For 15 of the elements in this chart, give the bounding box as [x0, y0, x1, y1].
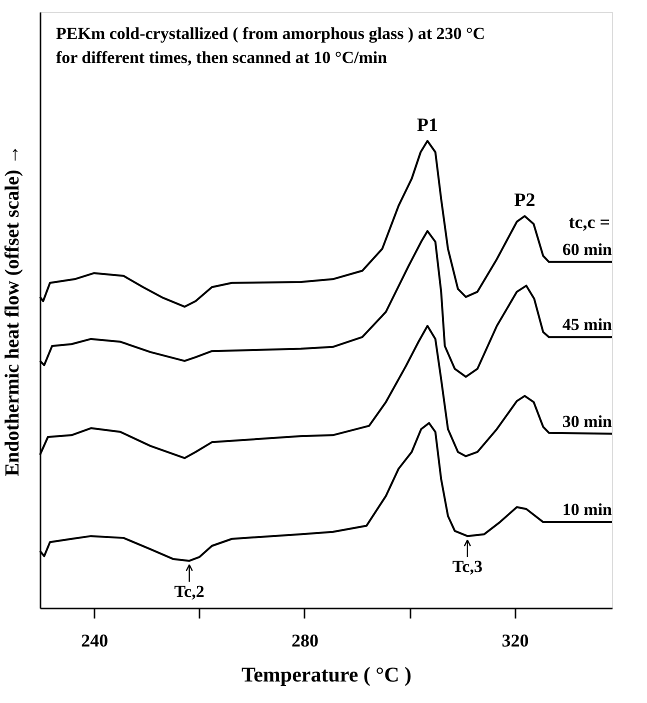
x-axis-title: Temperature ( °C ): [242, 662, 412, 686]
series-label: 45 min: [562, 315, 613, 334]
series-label: 30 min: [562, 412, 613, 431]
series-label: 10 min: [562, 500, 613, 520]
annotation: P1: [416, 114, 438, 136]
series-label: 60 min: [562, 240, 613, 259]
annotation: tc,c =: [568, 212, 610, 232]
chart-title: PEKm cold-crystallized ( from amorphous glass ) at 230 °C for different times, then scanned at 10 °C/min: [56, 24, 486, 67]
x-tick-label: 280: [291, 630, 318, 650]
annotation: Tc,2: [174, 582, 204, 601]
y-axis-title: Endothermic heat flow (offset scale) →: [2, 144, 24, 476]
x-tick-label: 240: [81, 630, 108, 650]
annotation: P2: [514, 190, 536, 212]
x-tick-label: 320: [502, 630, 529, 650]
annotation: Tc,3: [452, 557, 482, 576]
